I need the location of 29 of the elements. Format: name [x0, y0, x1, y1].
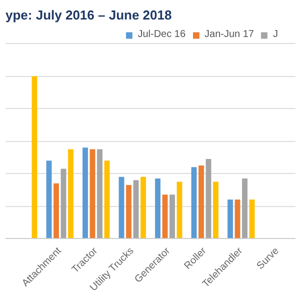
- bar: [234, 200, 240, 238]
- bar: [126, 184, 132, 238]
- bar: [82, 148, 88, 238]
- bar: [170, 194, 175, 238]
- bar: [68, 149, 74, 238]
- chart-title: ype: July 2016 – June 2018: [6, 8, 172, 22]
- bar: [133, 180, 139, 238]
- legend-label: Jul-Dec 16: [138, 29, 186, 40]
- bar: [155, 178, 160, 238]
- bar: [118, 176, 124, 238]
- bar: [46, 160, 52, 238]
- legend-label: Jan-Jun 17: [204, 29, 254, 40]
- bar: [206, 158, 212, 238]
- bar: [191, 167, 197, 238]
- legend-label: J: [273, 29, 279, 40]
- bar: [198, 165, 204, 238]
- bar: [54, 183, 59, 238]
- bar: [97, 149, 102, 238]
- bar: [213, 182, 218, 238]
- bar: [242, 178, 248, 238]
- bar: [140, 176, 146, 238]
- bar: [104, 160, 110, 238]
- bar: [32, 76, 38, 238]
- bar: [162, 194, 168, 238]
- bar: [228, 200, 233, 238]
- bar: [176, 182, 182, 238]
- bar: [249, 200, 255, 238]
- bar: [90, 149, 96, 238]
- bar: [60, 168, 66, 238]
